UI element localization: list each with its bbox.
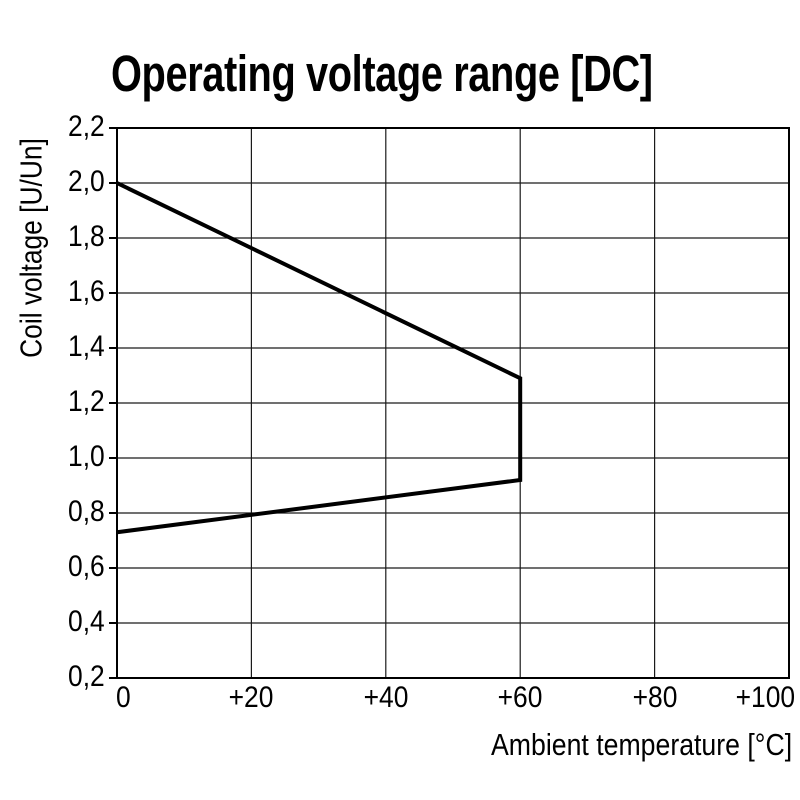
data-line: [116, 181, 523, 535]
x-tick-label: +100: [735, 681, 796, 714]
y-tick-label: 0,4: [68, 605, 105, 638]
y-tick-label: 0,2: [68, 660, 105, 693]
x-tick-label: 0: [115, 681, 131, 714]
y-tick-label: 2,0: [68, 165, 105, 198]
chart-title: Operating voltage range [DC]: [111, 45, 653, 102]
y-tick-label: 0,6: [68, 550, 105, 583]
y-tick-label: 1,0: [68, 440, 105, 473]
y-tick-label: 1,2: [68, 385, 105, 418]
x-tick-label: +80: [632, 681, 677, 714]
y-tick-label: 1,8: [68, 220, 105, 253]
x-tick-label: +20: [228, 681, 274, 714]
y-tick-label: 2,2: [68, 110, 105, 143]
plot-border: [116, 127, 790, 679]
y-tick-label: 1,4: [68, 330, 105, 363]
y-tick-label: 0,8: [68, 495, 105, 528]
x-tick-label: +60: [497, 681, 543, 714]
y-tick-label: 1,6: [68, 275, 105, 308]
plot-area: [109, 127, 790, 679]
x-tick-label: +40: [363, 681, 409, 714]
x-axis-title: Ambient temperature [°C]: [490, 727, 792, 762]
y-axis-title: Coil voltage [U/Un]: [13, 138, 49, 358]
